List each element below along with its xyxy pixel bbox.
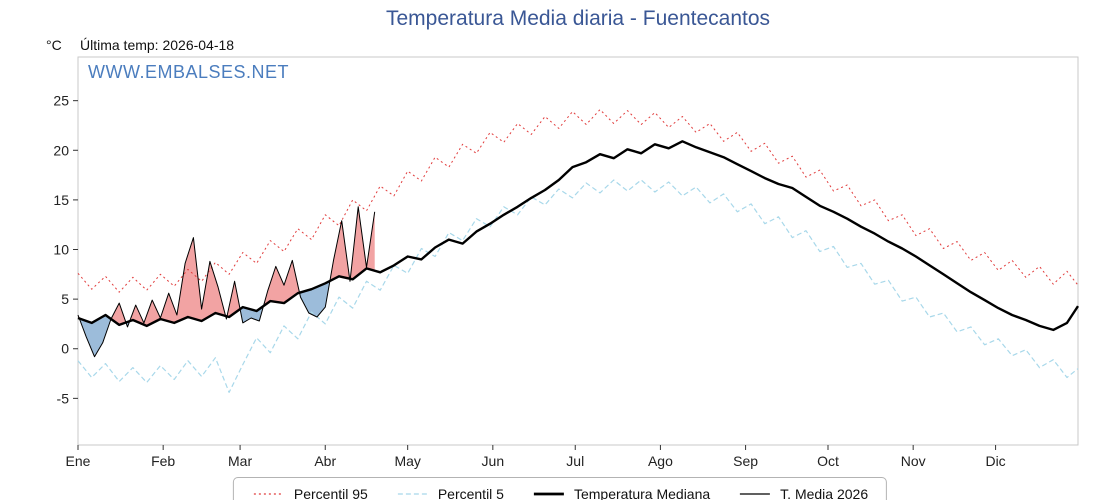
y-tick-label: 10 [53, 242, 69, 258]
legend-label-t2026: T. Media 2026 [780, 486, 869, 500]
legend-line-sample-t2026 [740, 493, 771, 495]
fill-above-median [111, 303, 126, 325]
y-tick-label: 0 [61, 341, 69, 357]
y-tick-label: 15 [53, 192, 69, 208]
x-tick-label: Sep [733, 453, 758, 469]
x-tick-label: Abr [314, 453, 336, 469]
legend-label-p95: Percentil 95 [293, 486, 368, 500]
series-p5 [77, 179, 1079, 393]
legend-item-p95: Percentil 95 [252, 486, 368, 500]
fill-below-median [79, 315, 111, 357]
fill-below-median [240, 306, 264, 323]
x-tick-label: Jul [566, 453, 584, 469]
fill-above-median [226, 281, 241, 317]
legend-line-sample-mediana [533, 492, 564, 496]
y-axis-unit-label: °C [46, 37, 62, 53]
x-tick-label: Oct [817, 453, 839, 469]
legend-item-mediana: Temperatura Mediana [532, 486, 710, 500]
x-tick-label: Nov [901, 453, 926, 469]
legend-line-sample-p95 [253, 493, 284, 495]
y-tick-label: 25 [53, 93, 69, 109]
x-tick-label: Ago [648, 453, 673, 469]
legend-item-t2026: T. Media 2026 [738, 486, 868, 500]
fill-above-median [349, 208, 375, 280]
series-t2026 [77, 206, 376, 358]
y-tick-label: -5 [57, 390, 70, 406]
series-mediana [77, 140, 1080, 332]
x-tick-label: Jun [482, 453, 505, 469]
plot-frame [77, 56, 1079, 446]
x-tick-label: Feb [151, 453, 175, 469]
fill-above-median [329, 222, 350, 281]
chart-title: Temperatura Media diaria - Fuentecantos [385, 7, 771, 30]
legend-label-p5: Percentil 5 [437, 486, 504, 500]
fill-above-median [263, 260, 300, 307]
y-tick-label: 5 [61, 291, 69, 307]
fill-below-median [299, 280, 330, 317]
x-tick-label: Mar [228, 453, 252, 469]
watermark: WWW.EMBALSES.NET [88, 62, 290, 82]
last-temp-label: Última temp: 2026-04-18 [80, 37, 235, 53]
y-tick-label: 20 [53, 142, 69, 158]
x-tick-label: Ene [66, 453, 91, 469]
x-tick-label: May [394, 453, 420, 469]
legend: Percentil 95 Percentil 5 Temperatura Media… [232, 477, 888, 500]
x-tick-label: Dic [985, 453, 1005, 469]
legend-label-mediana: Temperatura Mediana [573, 486, 711, 500]
legend-item-p5: Percentil 5 [396, 486, 504, 500]
legend-line-sample-p5 [397, 493, 428, 495]
